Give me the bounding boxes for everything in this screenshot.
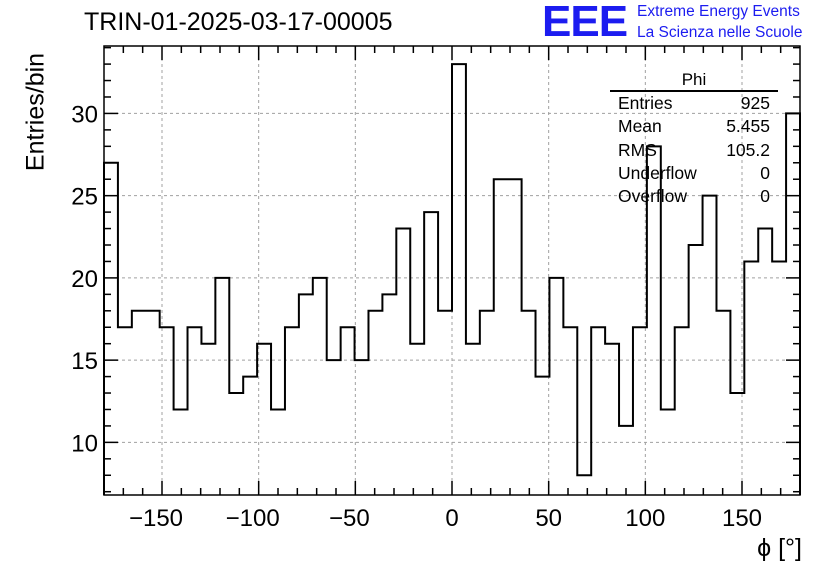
stats-label: Overflow [618,186,688,207]
stats-row-rms: RMS 105.2 [610,139,778,162]
stats-row-mean: Mean 5.455 [610,115,778,138]
y-tick-label: 30 [71,101,98,128]
x-tick-label: 100 [625,505,665,532]
stats-row-entries: Entries 925 [610,92,778,115]
stats-value: 0 [760,186,770,207]
y-tick-label: 20 [71,266,98,293]
stats-row-underflow: Underflow 0 [610,162,778,185]
x-tick-label: −50 [329,505,370,532]
logo-subtitle-line2: La Scienza nelle Scuole [637,24,803,41]
histogram-outline [103,63,801,495]
x-tick-label: 50 [535,505,562,532]
stats-label: Entries [618,93,673,113]
x-axis-label: ϕ [°] [757,534,802,562]
stats-value: 0 [760,162,770,183]
stats-label: RMS [618,139,657,160]
y-tick-label: 15 [71,348,98,375]
stats-value: 105.2 [726,139,770,160]
x-tick-label: 150 [722,505,762,532]
x-tick-label: −100 [226,505,280,532]
stats-label: Underflow [618,162,697,183]
x-tick-label: −150 [129,505,183,532]
stats-row-overflow: Overflow 0 [610,185,778,208]
eee-logo: EEE [542,0,628,46]
stats-box: Phi Entries 925 Mean 5.455 RMS 105.2 Und… [610,70,778,208]
run-title: TRIN-01-2025-03-17-00005 [84,8,393,36]
stats-label: Mean [618,116,662,137]
stats-value: 925 [740,93,770,113]
y-axis-label: Entries/bin [21,52,50,172]
stats-title: Phi [610,70,778,92]
stats-value: 5.455 [726,116,770,137]
axis-ticks [104,46,800,495]
y-tick-label: 10 [71,430,98,457]
tick-labels: −150 −100 −50 0 50 100 150 10 15 20 25 30 [71,101,762,532]
x-tick-label: 0 [445,505,458,532]
y-tick-label: 25 [71,184,98,211]
logo-subtitle-line1: Extreme Energy Events [637,3,800,20]
